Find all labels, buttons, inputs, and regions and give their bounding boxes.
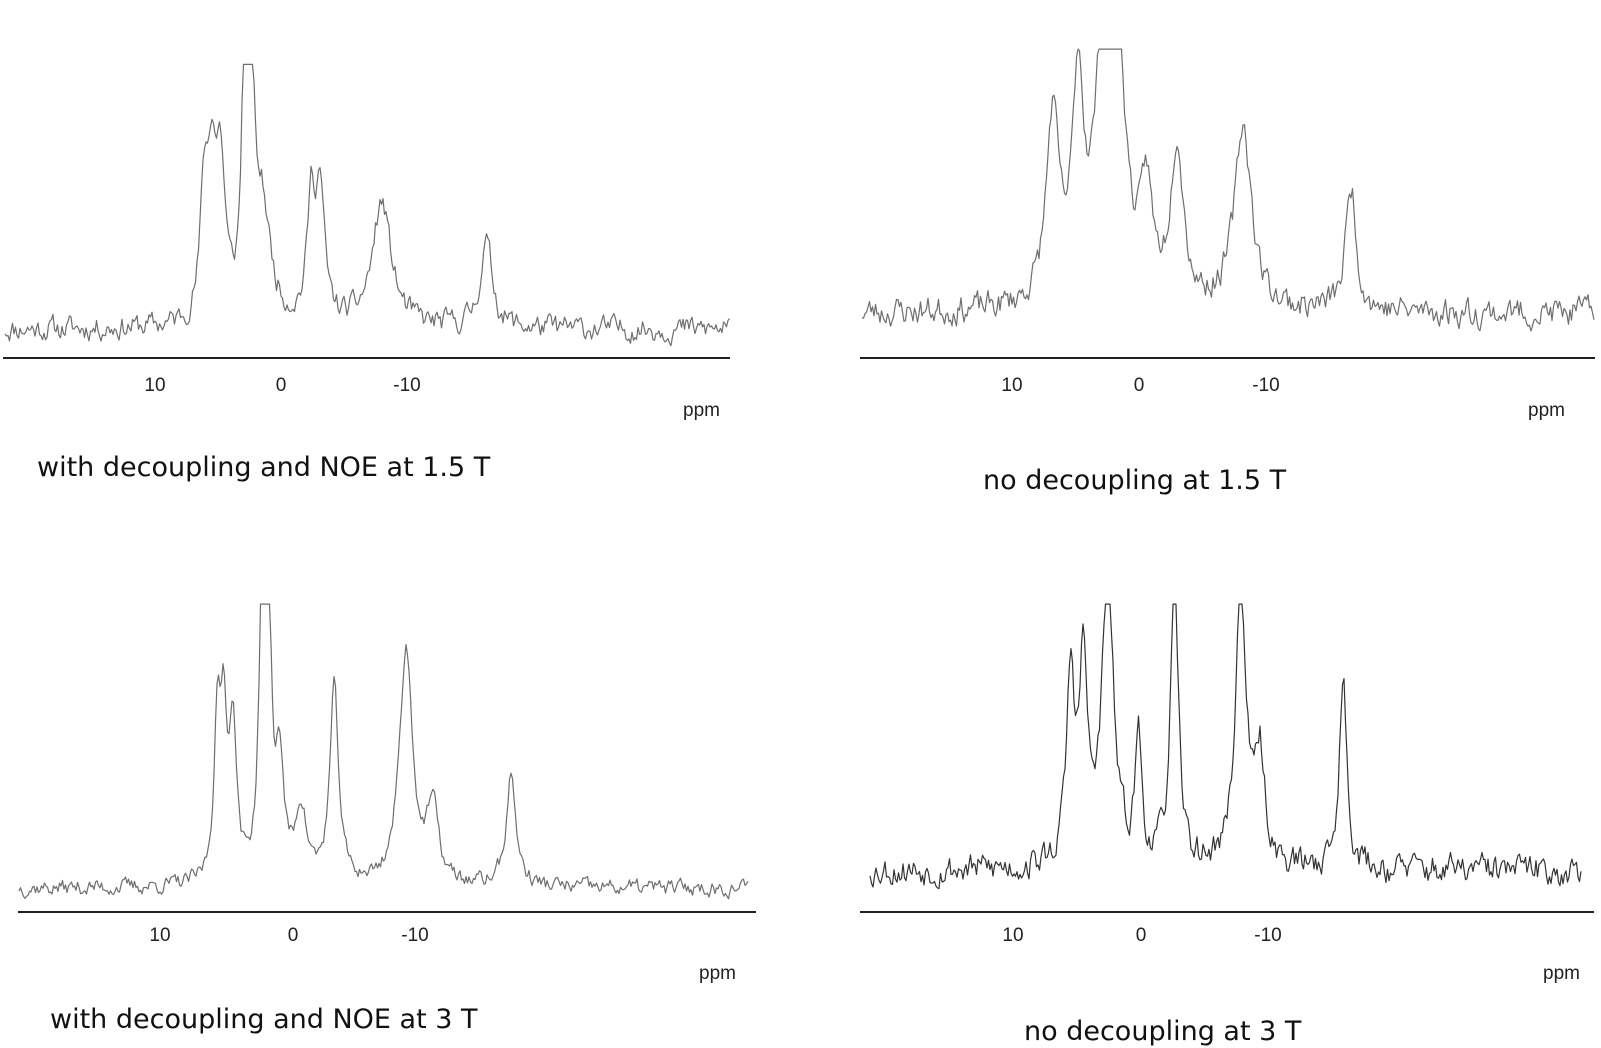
tick-label: 10 xyxy=(144,375,165,396)
x-axis-unit-label: ppm xyxy=(699,963,736,984)
tick-label: 10 xyxy=(1001,375,1022,396)
spectrum-panel-no-decoupling-1-5t: 10 0 -10 ppm no decoupling at 1.5 T xyxy=(860,48,1595,496)
tick-label: 0 xyxy=(276,375,287,396)
tick-label: 0 xyxy=(1134,375,1145,396)
x-axis-unit-label: ppm xyxy=(683,400,720,421)
spectrum-panel-no-decoupling-3t: 10 0 -10 ppm no decoupling at 3 T xyxy=(860,603,1594,1047)
spectrum-panel-decoupled-3t: 10 0 -10 ppm with decoupling and NOE at … xyxy=(18,603,756,1035)
tick-label: 10 xyxy=(149,925,170,946)
tick-label: 0 xyxy=(288,925,299,946)
spectrum-trace xyxy=(861,48,1595,332)
spectrum-trace xyxy=(4,63,730,347)
tick-label: 0 xyxy=(1136,925,1147,946)
spectrum-trace xyxy=(869,603,1582,890)
panel-caption: no decoupling at 1.5 T xyxy=(983,465,1287,496)
x-axis-unit-label: ppm xyxy=(1528,400,1565,421)
tick-label: -10 xyxy=(401,925,428,946)
spectrum-trace xyxy=(18,603,749,900)
spectrum-panel-decoupled-1-5t: 10 0 -10 ppm with decoupling and NOE at … xyxy=(3,63,730,483)
panel-caption: with decoupling and NOE at 3 T xyxy=(50,1004,478,1035)
tick-label: -10 xyxy=(393,375,420,396)
tick-label: -10 xyxy=(1252,375,1279,396)
panel-caption: no decoupling at 3 T xyxy=(1024,1016,1302,1047)
tick-label: -10 xyxy=(1254,925,1281,946)
tick-label: 10 xyxy=(1002,925,1023,946)
x-axis-unit-label: ppm xyxy=(1543,963,1580,984)
panel-caption: with decoupling and NOE at 1.5 T xyxy=(37,452,491,483)
